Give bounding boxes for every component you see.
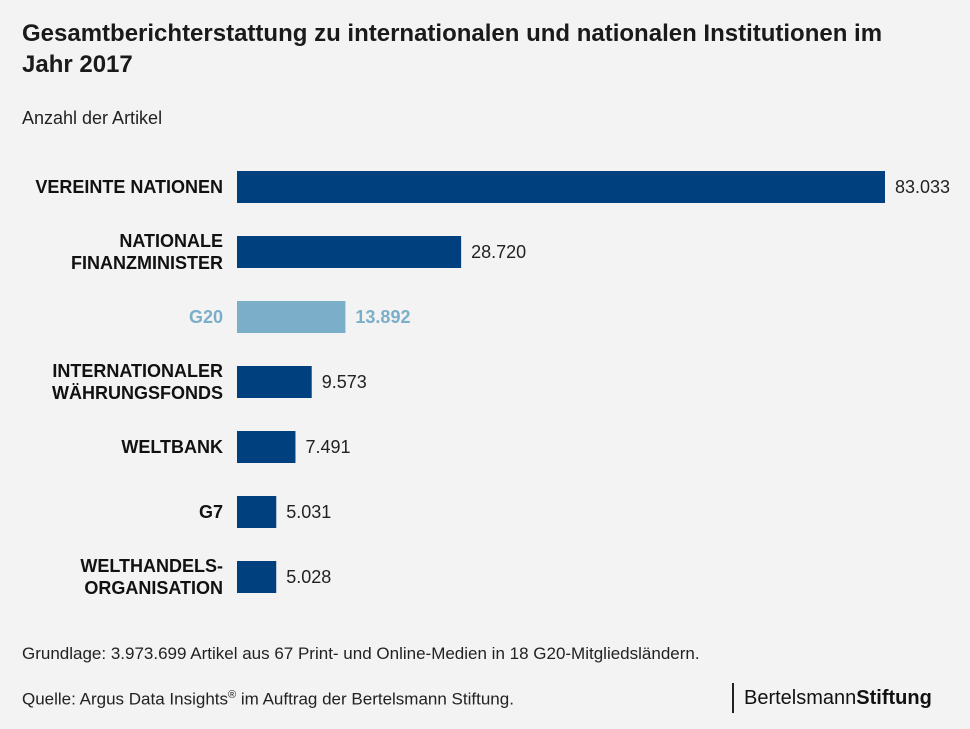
value-label: 83.033 (895, 177, 950, 197)
bar (237, 171, 885, 203)
bar (237, 236, 462, 268)
category-label: INTERNATIONALER (52, 361, 223, 381)
logo-regular: Bertelsmann (744, 686, 857, 709)
bar (237, 496, 277, 528)
bar (237, 561, 277, 593)
category-label: VEREINTE NATIONEN (35, 177, 223, 197)
footnote: Grundlage: 3.973.699 Artikel aus 67 Prin… (22, 644, 700, 663)
value-label: 5.028 (286, 567, 331, 587)
category-label: ORGANISATION (84, 578, 223, 598)
registered-mark: ® (228, 689, 237, 701)
logo-bold: Stiftung (856, 686, 932, 709)
category-label: WELTHANDELS- (80, 556, 223, 576)
value-label: 13.892 (355, 307, 410, 327)
category-label: G20 (189, 307, 223, 327)
category-label: WÄHRUNGSFONDS (52, 383, 223, 403)
bar (237, 431, 296, 463)
source-note: Quelle: Argus Data Insights® im Auftrag … (22, 689, 514, 710)
bar (237, 301, 346, 333)
category-label: FINANZMINISTER (71, 253, 223, 273)
source-suffix: im Auftrag der Bertelsmann Stiftung. (236, 689, 514, 709)
chart-subtitle: Anzahl der Artikel (22, 108, 163, 128)
chart-title: Gesamtberichterstattung zu international… (22, 20, 883, 78)
value-label: 9.573 (322, 372, 367, 392)
source-prefix: Quelle: Argus Data Insights (22, 689, 229, 709)
bertelsmann-stiftung-logo: Bertelsmann Stiftung (732, 683, 932, 713)
value-label: 28.720 (471, 242, 526, 262)
value-label: 5.031 (286, 502, 331, 522)
category-label: NATIONALE (119, 231, 223, 251)
value-label: 7.491 (305, 437, 350, 457)
category-label: WELTBANK (121, 437, 223, 457)
bar (237, 366, 312, 398)
category-label: G7 (199, 502, 223, 522)
bar-chart: VEREINTE NATIONEN 83.033 NATIONALEFINANZMI… (35, 171, 950, 598)
